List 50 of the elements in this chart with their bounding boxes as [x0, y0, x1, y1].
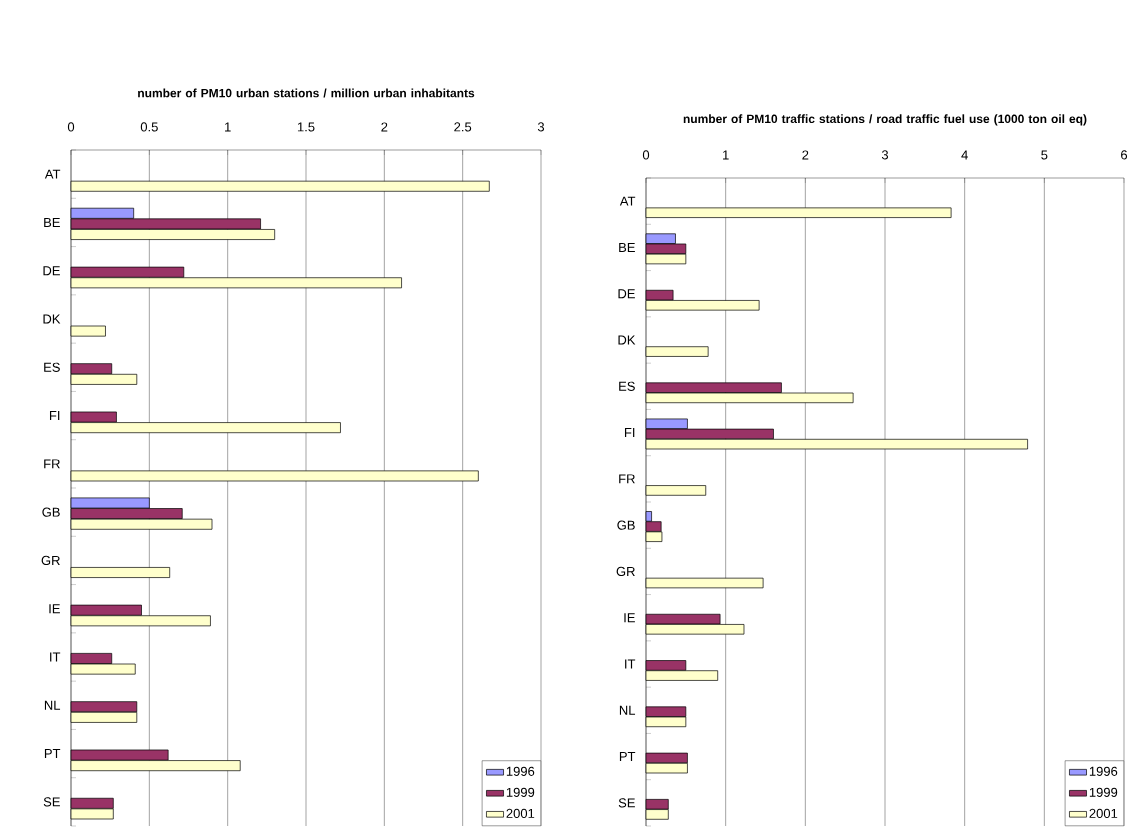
x-tick-label: 5	[1041, 150, 1048, 160]
legend-label: 1999	[1089, 787, 1118, 797]
x-tick-label: 1	[723, 150, 729, 160]
y-tick-label: ES	[619, 381, 635, 391]
y-tick-label: FI	[624, 428, 635, 438]
x-tick-label: 2	[802, 150, 809, 160]
x-tick-label: 3	[881, 150, 889, 160]
y-tick-label: SE	[618, 798, 635, 808]
y-tick-label: GR	[41, 555, 60, 566]
y-tick-label: DK	[618, 335, 636, 345]
legend-label: 1996	[506, 766, 535, 776]
y-tick-label: PT	[44, 749, 61, 759]
y-tick-label: NL	[619, 705, 636, 715]
y-tick-label: GR	[616, 566, 635, 577]
x-tick-label: 2	[381, 122, 388, 132]
legend-label: 2001	[1089, 808, 1118, 818]
y-tick-label: BE	[44, 217, 60, 227]
y-tick-label: FR	[619, 474, 635, 484]
x-tick-label: 6	[1121, 150, 1128, 160]
x-tick-label: 1.5	[297, 122, 315, 132]
y-tick-label: ES	[44, 362, 60, 372]
x-tick-label: 0.5	[140, 122, 158, 132]
y-tick-label: DE	[43, 266, 60, 276]
x-tick-label: 4	[961, 150, 968, 160]
y-tick-label: DK	[43, 314, 61, 324]
chart-title: number of PM10 urban stations / million urban inhabitants	[138, 88, 475, 98]
legend-label: 2001	[506, 808, 535, 818]
y-tick-label: AT	[619, 196, 636, 206]
y-tick-label: BE	[619, 242, 635, 252]
y-tick-label: IE	[624, 613, 635, 623]
y-tick-label: IT	[50, 652, 61, 662]
legend-label: 1999	[506, 787, 535, 797]
y-tick-label: IE	[49, 604, 60, 614]
x-tick-label: 1	[225, 122, 231, 132]
x-tick-label: 3	[537, 122, 545, 132]
legend-label: 1996	[1089, 766, 1118, 776]
y-tick-label: SE	[43, 797, 60, 807]
y-tick-label: NL	[44, 700, 61, 710]
y-tick-label: FI	[49, 411, 60, 421]
y-tick-label: GB	[617, 520, 635, 530]
x-tick-label: 0	[67, 122, 75, 132]
y-tick-label: PT	[619, 752, 636, 762]
y-tick-label: GB	[42, 507, 60, 517]
y-tick-label: DE	[618, 289, 635, 299]
y-tick-label: FR	[44, 459, 60, 469]
x-tick-label: 0	[642, 150, 650, 160]
chart-title: number of PM10 traffic stations / road traffic fuel use (1000 ton oil eq)	[683, 114, 1087, 126]
y-tick-label: IT	[625, 659, 636, 669]
y-tick-label: AT	[44, 169, 61, 179]
x-tick-label: 2.5	[454, 122, 472, 132]
